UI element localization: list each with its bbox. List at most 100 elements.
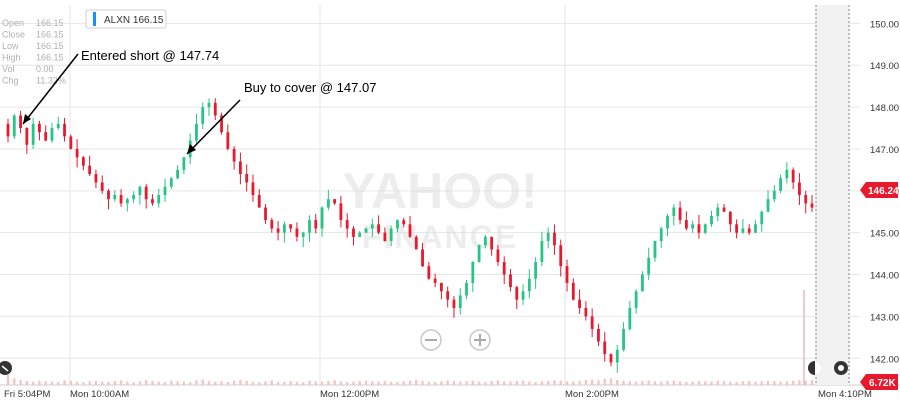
candle-body bbox=[377, 224, 380, 233]
left-scroll-marker[interactable] bbox=[0, 361, 12, 375]
y-tick-label: 147.00 bbox=[870, 145, 899, 156]
candle-body bbox=[509, 274, 512, 288]
candle-body bbox=[408, 224, 412, 237]
candle-body bbox=[176, 169, 179, 179]
volume-bar bbox=[302, 382, 305, 385]
candle-body bbox=[100, 182, 104, 191]
candle-body bbox=[276, 228, 280, 233]
volume-bar bbox=[289, 381, 292, 385]
candle-body bbox=[647, 257, 651, 275]
annotation-entry-arrow-line bbox=[22, 53, 79, 125]
volume-bar bbox=[44, 381, 47, 385]
candle-body bbox=[383, 232, 387, 242]
volume-bar bbox=[760, 381, 763, 385]
volume-bar bbox=[283, 382, 286, 385]
candle-body bbox=[810, 203, 814, 208]
trade-annotations: Entered short @ 147.74 Buy to cover @ 14… bbox=[22, 48, 376, 155]
ohlc-stats: Open 166.15 Close 166.15 Low 166.15 High 166.15… bbox=[2, 18, 66, 86]
volume-bar bbox=[69, 381, 73, 385]
volume-bar bbox=[408, 380, 412, 385]
volume-bar bbox=[704, 381, 707, 385]
stat-value: 11.32% bbox=[36, 76, 66, 86]
y-tick-label: 142.00 bbox=[870, 354, 899, 365]
candle-body bbox=[615, 349, 619, 363]
candle-body bbox=[239, 161, 242, 175]
volume-bar bbox=[641, 381, 644, 385]
volume-bar bbox=[101, 381, 104, 385]
zoom-in-button[interactable] bbox=[469, 329, 491, 351]
volume-bar bbox=[345, 382, 349, 385]
volume-bar bbox=[402, 381, 405, 385]
volume-bar bbox=[521, 380, 525, 385]
volume-bar bbox=[578, 381, 581, 385]
volume-bar bbox=[804, 380, 807, 385]
candle-body bbox=[653, 241, 657, 258]
candle-body bbox=[352, 228, 355, 237]
candle-body bbox=[804, 195, 808, 204]
stat-value: 166.15 bbox=[36, 18, 64, 28]
candle-body bbox=[326, 199, 330, 208]
settings-gear-icon[interactable] bbox=[834, 361, 848, 375]
volume-bar bbox=[126, 381, 129, 385]
volume-bar bbox=[490, 381, 493, 385]
volume-bar bbox=[119, 380, 123, 385]
volume-bar bbox=[503, 381, 506, 385]
candle-body bbox=[559, 245, 563, 267]
volume-bar bbox=[716, 380, 719, 385]
volume-bar bbox=[239, 380, 242, 385]
volume-bar bbox=[207, 381, 211, 385]
dividend-marker-icon[interactable] bbox=[808, 361, 822, 375]
annotation-entry-text: Entered short @ 147.74 bbox=[81, 48, 219, 63]
volume-bar bbox=[163, 382, 167, 385]
volume-bar bbox=[320, 381, 324, 385]
annotation-cover-text: Buy to cover @ 147.07 bbox=[244, 80, 376, 95]
annotation-cover-arrow-line bbox=[186, 99, 241, 155]
event-markers bbox=[0, 361, 848, 375]
zoom-out-button[interactable] bbox=[420, 329, 442, 351]
volume-bar bbox=[754, 381, 757, 385]
volume-bar bbox=[509, 381, 512, 385]
volume-bar bbox=[144, 380, 148, 385]
volume-bar bbox=[232, 380, 236, 385]
volume-bar bbox=[515, 381, 518, 385]
volume-bar bbox=[697, 381, 701, 385]
candle-body bbox=[452, 299, 456, 309]
volume-bar bbox=[327, 381, 330, 385]
candle-body bbox=[282, 224, 286, 233]
candle-body bbox=[389, 228, 393, 242]
volume-bar bbox=[176, 381, 179, 385]
candle-body bbox=[75, 148, 79, 158]
volume-tag: 6.72K bbox=[860, 374, 898, 390]
candle-body bbox=[490, 236, 494, 250]
volume-bar bbox=[471, 380, 475, 385]
volume-bar bbox=[597, 380, 600, 385]
candle-body bbox=[358, 232, 362, 237]
candle-body bbox=[220, 115, 223, 133]
volume-bar bbox=[276, 381, 280, 385]
candle-body bbox=[339, 203, 343, 221]
candle-body bbox=[370, 224, 374, 229]
candle-body bbox=[364, 228, 368, 233]
y-tick-label: 148.00 bbox=[870, 103, 899, 114]
candle-body bbox=[521, 291, 525, 300]
candle-body bbox=[772, 190, 776, 200]
candle-body bbox=[502, 261, 506, 275]
volume-bar bbox=[57, 382, 60, 385]
volume-bar bbox=[339, 381, 343, 385]
volume-bar bbox=[383, 381, 387, 385]
volume-bar bbox=[333, 380, 336, 385]
ticker-accent-bar bbox=[93, 12, 96, 26]
candle-body bbox=[703, 224, 707, 233]
candle-body bbox=[779, 178, 782, 191]
volume-bar bbox=[722, 381, 726, 385]
stat-value: 166.15 bbox=[36, 53, 64, 63]
volume-bar bbox=[132, 382, 135, 385]
annotation-cover-arrowhead bbox=[187, 144, 196, 154]
candle-body bbox=[458, 295, 462, 309]
candle-body bbox=[728, 211, 732, 225]
candle-body bbox=[182, 157, 186, 170]
stat-label: Vol bbox=[2, 64, 15, 74]
ticker-badge[interactable]: ALXN 166.15 bbox=[85, 9, 167, 29]
candle-body bbox=[264, 207, 267, 221]
